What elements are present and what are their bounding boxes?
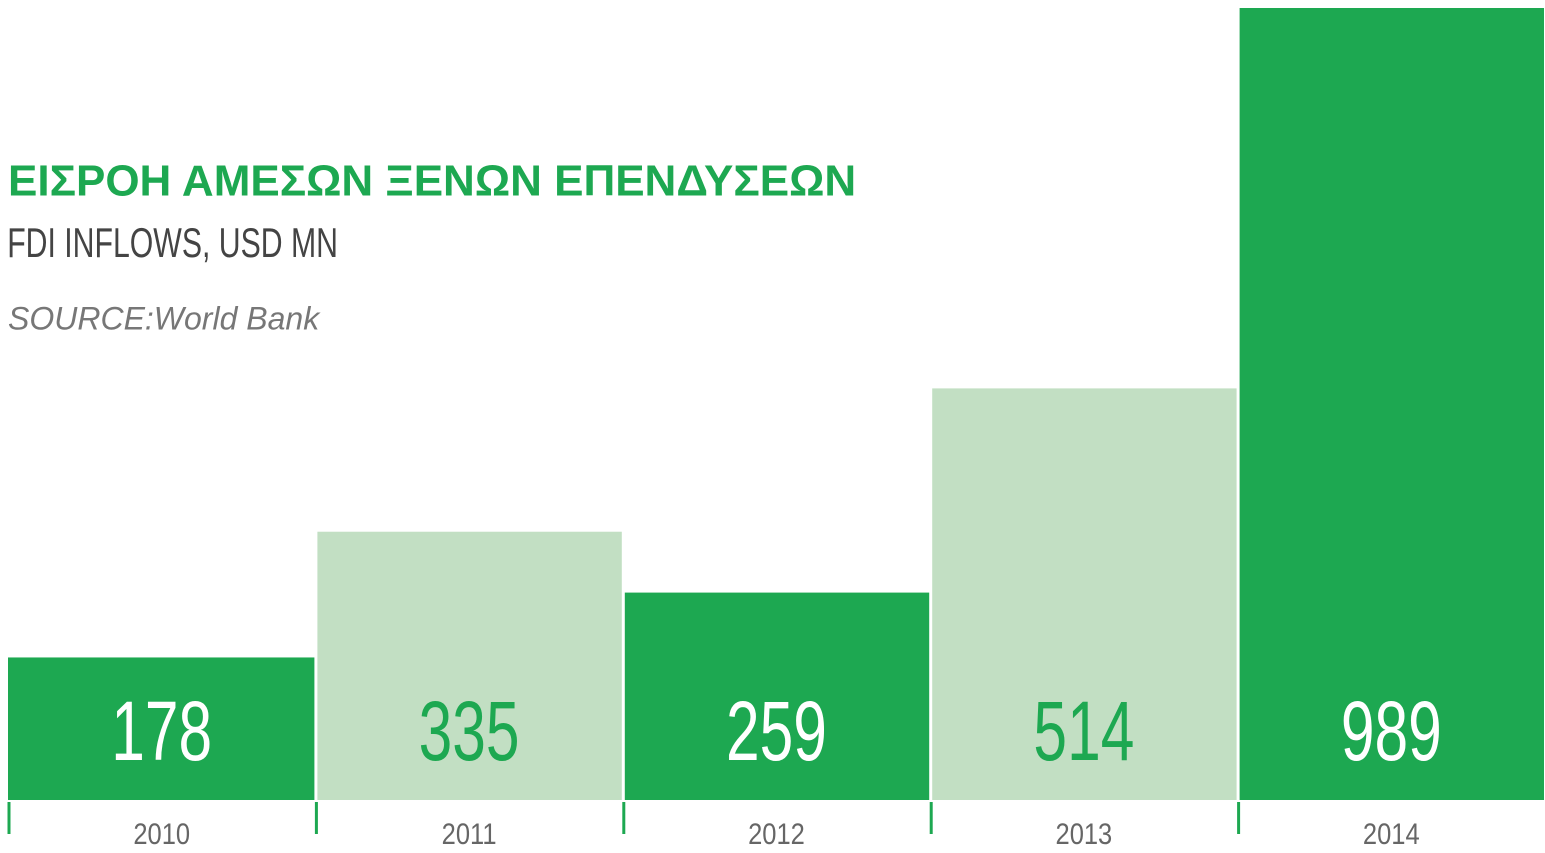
value-label: 514 [1033, 684, 1134, 778]
chart-subtitle: FDI INFLOWS, USD MN [7, 219, 338, 266]
bar [317, 531, 622, 800]
source: SOURCE:World Bank [8, 300, 321, 336]
bar [1239, 8, 1544, 800]
bar [624, 592, 930, 800]
x-tick-label: 2011 [442, 817, 497, 850]
bar [932, 388, 1237, 800]
chart-title: ΕΙΣΡΟΗ ΑΜΕΣΩΝ ΞΕΝΩΝ ΕΠΕΝΔΥΣΕΩΝ [8, 157, 856, 206]
x-tick-label: 2012 [748, 817, 805, 850]
bar [8, 657, 315, 800]
value-label: 178 [111, 684, 212, 778]
value-label: 259 [726, 684, 827, 778]
value-label: 335 [419, 684, 520, 778]
x-tick-label: 2013 [1056, 817, 1113, 850]
value-label: 989 [1341, 684, 1442, 778]
x-tick-label: 2010 [133, 817, 190, 850]
x-tick-label: 2014 [1363, 817, 1420, 850]
